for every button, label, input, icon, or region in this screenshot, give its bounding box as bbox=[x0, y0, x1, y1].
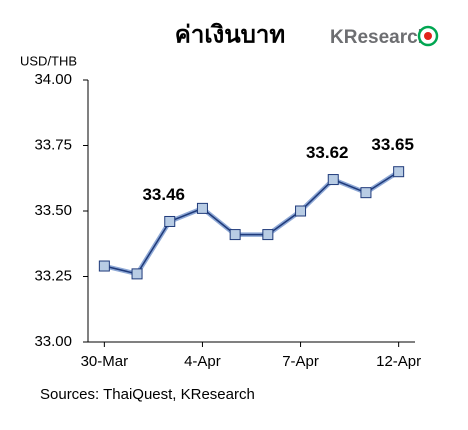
source-note: Sources: ThaiQuest, KResearch bbox=[40, 386, 255, 403]
x-tick-label: 7-Apr bbox=[282, 353, 319, 370]
line bbox=[104, 171, 400, 275]
marker bbox=[360, 187, 372, 199]
y-tick-label: 33.75 bbox=[34, 136, 72, 153]
x-tick-label: 4-Apr bbox=[184, 353, 221, 370]
marker bbox=[393, 166, 405, 178]
marker bbox=[295, 205, 307, 217]
y-axis-label: USD/THB bbox=[20, 53, 77, 68]
marker bbox=[262, 229, 274, 241]
y-tick-label: 33.50 bbox=[34, 202, 72, 219]
y-tick-label: 33.00 bbox=[34, 333, 72, 350]
y-tick-label: 34.00 bbox=[34, 71, 72, 88]
marker bbox=[196, 202, 208, 214]
marker bbox=[131, 268, 143, 280]
data-label: 33.46 bbox=[142, 185, 185, 204]
logo-icon-dot bbox=[424, 32, 432, 40]
logo-text: KResearch bbox=[330, 27, 429, 48]
marker bbox=[327, 174, 339, 186]
data-label: 33.62 bbox=[306, 143, 349, 162]
marker bbox=[229, 229, 241, 241]
marker bbox=[98, 260, 110, 272]
x-tick-label: 12-Apr bbox=[376, 353, 421, 370]
y-tick-label: 33.25 bbox=[34, 267, 72, 284]
x-tick-label: 30-Mar bbox=[81, 353, 129, 370]
marker bbox=[164, 215, 176, 227]
chart-title: ค่าเงินบาท bbox=[175, 21, 285, 48]
data-label: 33.65 bbox=[371, 135, 414, 154]
